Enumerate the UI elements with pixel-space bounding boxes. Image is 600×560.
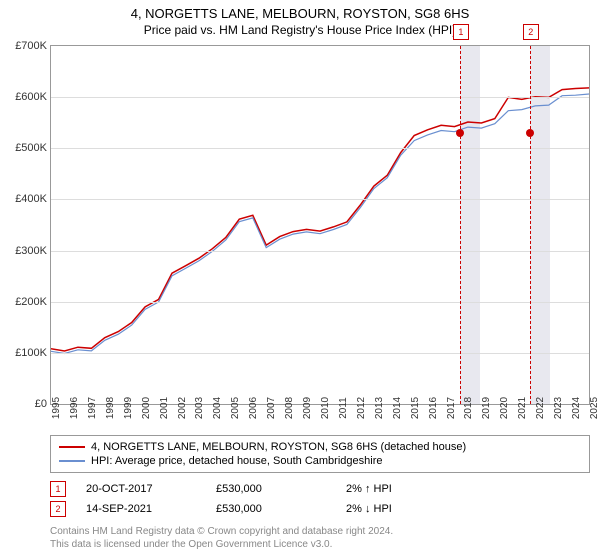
- x-axis-label: 2021: [517, 397, 528, 419]
- x-axis-label: 2005: [230, 397, 241, 419]
- x-axis-label: 2025: [589, 397, 600, 419]
- y-axis-label: £700K: [15, 40, 47, 52]
- legend: 4, NORGETTS LANE, MELBOURN, ROYSTON, SG8…: [50, 435, 590, 473]
- sale-change: 2% ↓ HPI: [346, 503, 476, 515]
- chart-container: { "title": "4, NORGETTS LANE, MELBOURN, …: [0, 0, 600, 560]
- x-axis-label: 2024: [571, 397, 582, 419]
- legend-item: HPI: Average price, detached house, Sout…: [59, 454, 581, 468]
- footnote: Contains HM Land Registry data © Crown c…: [50, 525, 590, 551]
- x-axis-label: 2001: [159, 397, 170, 419]
- marker-dot: [526, 129, 534, 137]
- y-axis-label: £300K: [15, 245, 47, 257]
- x-axis-label: 2017: [446, 397, 457, 419]
- sale-price: £530,000: [216, 503, 346, 515]
- x-axis-label: 1996: [69, 397, 80, 419]
- x-axis-label: 2006: [248, 397, 259, 419]
- x-axis-label: 2013: [374, 397, 385, 419]
- legend-swatch: [59, 446, 85, 448]
- y-axis-label: £200K: [15, 296, 47, 308]
- x-axis-label: 2004: [212, 397, 223, 419]
- x-axis-label: 2018: [463, 397, 474, 419]
- y-axis-label: £100K: [15, 347, 47, 359]
- sale-marker: 1: [50, 481, 66, 497]
- legend-item: 4, NORGETTS LANE, MELBOURN, ROYSTON, SG8…: [59, 440, 581, 454]
- sale-marker: 2: [50, 501, 66, 517]
- y-axis-label: £500K: [15, 142, 47, 154]
- marker-dot: [456, 129, 464, 137]
- chart-title: 4, NORGETTS LANE, MELBOURN, ROYSTON, SG8…: [0, 6, 600, 21]
- x-axis-label: 2000: [141, 397, 152, 419]
- marker-box: 1: [453, 24, 469, 40]
- x-axis-label: 1998: [105, 397, 116, 419]
- x-axis-label: 2007: [266, 397, 277, 419]
- x-axis-label: 2011: [338, 397, 349, 419]
- x-axis-label: 2016: [428, 397, 439, 419]
- sale-row: 2 14-SEP-2021 £530,000 2% ↓ HPI: [50, 499, 590, 519]
- x-axis-label: 1999: [123, 397, 134, 419]
- sale-date: 14-SEP-2021: [86, 503, 216, 515]
- chart-lines: [51, 46, 589, 404]
- x-axis-label: 2003: [194, 397, 205, 419]
- x-axis-label: 2010: [320, 397, 331, 419]
- sale-data-rows: 1 20-OCT-2017 £530,000 2% ↑ HPI 2 14-SEP…: [50, 479, 590, 519]
- y-axis-label: £400K: [15, 193, 47, 205]
- x-axis-label: 2008: [284, 397, 295, 419]
- x-axis-label: 1995: [51, 397, 62, 419]
- legend-label: HPI: Average price, detached house, Sout…: [91, 455, 382, 467]
- chart-subtitle: Price paid vs. HM Land Registry's House …: [0, 23, 600, 37]
- sale-row: 1 20-OCT-2017 £530,000 2% ↑ HPI: [50, 479, 590, 499]
- x-axis-label: 2012: [356, 397, 367, 419]
- y-axis-label: £0: [35, 398, 47, 410]
- legend-swatch: [59, 460, 85, 462]
- y-axis-label: £600K: [15, 91, 47, 103]
- x-axis-label: 2022: [535, 397, 546, 419]
- marker-box: 2: [523, 24, 539, 40]
- x-axis-label: 2023: [553, 397, 564, 419]
- x-axis-label: 2002: [177, 397, 188, 419]
- x-axis-label: 1997: [87, 397, 98, 419]
- footnote-line: This data is licensed under the Open Gov…: [50, 538, 590, 551]
- footnote-line: Contains HM Land Registry data © Crown c…: [50, 525, 590, 538]
- x-axis-label: 2014: [392, 397, 403, 419]
- chart-plot-area: £0£100K£200K£300K£400K£500K£600K£700K199…: [50, 45, 590, 405]
- sale-change: 2% ↑ HPI: [346, 483, 476, 495]
- sale-price: £530,000: [216, 483, 346, 495]
- x-axis-label: 2020: [499, 397, 510, 419]
- legend-label: 4, NORGETTS LANE, MELBOURN, ROYSTON, SG8…: [91, 441, 466, 453]
- x-axis-label: 2015: [410, 397, 421, 419]
- x-axis-label: 2009: [302, 397, 313, 419]
- x-axis-label: 2019: [481, 397, 492, 419]
- sale-date: 20-OCT-2017: [86, 483, 216, 495]
